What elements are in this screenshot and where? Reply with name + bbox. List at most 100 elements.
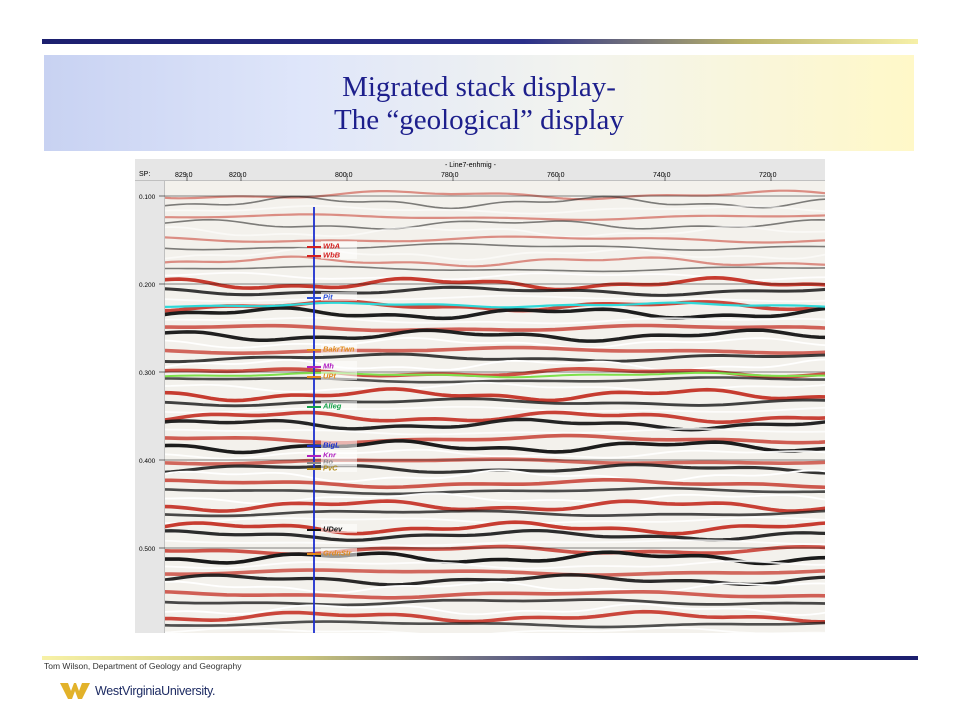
seismic-reflector <box>165 218 825 230</box>
sp-tick-label: 829.0 <box>175 172 193 179</box>
horizon-label: BigL <box>323 441 340 450</box>
seismic-reflector <box>165 376 825 384</box>
seismic-reflector <box>165 439 825 455</box>
seismic-reflector <box>165 520 825 536</box>
title-line-2: The “geological” display <box>334 104 624 136</box>
title-line-1: Migrated stack display- <box>342 71 616 103</box>
horizon-label: PvC <box>323 464 338 473</box>
seismic-reflector <box>165 285 825 297</box>
seismic-reflector <box>165 235 825 244</box>
seismic-reflector <box>165 560 825 570</box>
seismic-section: SP: - Line7-enhmig - 829.0 820.0 800.0 780.… <box>135 159 825 633</box>
seismic-reflector <box>165 580 825 594</box>
seismic-reflector <box>165 550 825 566</box>
seismic-reflector <box>165 225 825 239</box>
horizon-label: WbB <box>323 251 341 260</box>
seismic-reflector <box>165 573 825 587</box>
horizon-label: Pit <box>323 293 333 302</box>
horizon-label-bg <box>321 401 357 410</box>
horizon-label: GrdnStr <box>323 549 352 558</box>
seismic-reflector <box>165 213 825 221</box>
horizon-label: UDev <box>323 525 343 534</box>
title-band: Migrated stack display- The “geological”… <box>44 55 914 151</box>
seismic-reflector <box>165 247 825 261</box>
horizon-label: UPt <box>323 372 336 381</box>
seismic-reflector <box>165 568 825 577</box>
horizon-label-bg <box>321 440 357 449</box>
seismic-reflector <box>165 345 825 355</box>
seismic-reflector <box>165 189 825 201</box>
seismic-reflector <box>165 602 825 616</box>
seismic-reflector <box>165 306 825 321</box>
seismic-reflector <box>165 589 825 600</box>
seismic-reflector <box>165 265 825 273</box>
time-tick-label: 0.100 <box>139 194 156 201</box>
sp-tick-label: 760.0 <box>547 172 565 179</box>
seismic-reflector <box>165 316 825 325</box>
flying-wv-icon <box>60 683 90 699</box>
seismic-reflector <box>165 417 825 432</box>
horizon-label-bg <box>321 344 357 353</box>
seismic-reflector <box>165 433 825 445</box>
horizon-label-bg <box>321 524 357 533</box>
seismic-reflector <box>165 275 825 292</box>
time-axis <box>135 181 165 633</box>
wvu-wordmark: WestVirginiaUniversity. <box>95 684 216 698</box>
horizon-label-bg <box>321 450 357 459</box>
wvu-logo: WestVirginiaUniversity. <box>60 678 216 704</box>
horizon-label: WbA <box>323 242 340 251</box>
sp-tick-label: 720.0 <box>759 172 777 179</box>
horizon-label-bg <box>321 548 357 557</box>
pick-horizon-cyan <box>165 301 825 309</box>
seismic-reflector <box>165 620 825 629</box>
seismic-reflector <box>165 598 825 607</box>
horizon-label: Bo <box>323 458 333 467</box>
seismic-reflector <box>165 544 825 556</box>
sp-label: SP: <box>139 171 150 178</box>
seismic-reflector <box>165 323 825 333</box>
seismic-reflector <box>165 295 825 303</box>
seismic-reflector <box>165 539 825 547</box>
seismic-reflector <box>165 397 825 408</box>
time-tick-label: 0.200 <box>139 282 156 289</box>
sp-header <box>135 159 825 181</box>
seismic-reflector <box>165 626 825 633</box>
horizon-label: BakrTwn <box>323 345 355 354</box>
sp-tick-label: 780.0 <box>441 172 459 179</box>
seismic-reflector <box>165 255 825 268</box>
time-tick-label: 0.400 <box>139 458 156 465</box>
seismic-reflector <box>165 609 825 624</box>
seismic-reflector <box>165 336 825 350</box>
seismic-reflector <box>165 242 825 251</box>
seismic-reflector <box>165 486 825 496</box>
seismic-reflector <box>165 509 825 518</box>
sp-tick-label: 820.0 <box>229 172 247 179</box>
seismic-reflector <box>165 387 825 403</box>
horizon-label-bg <box>321 292 357 301</box>
pick-horizon-green <box>165 371 825 379</box>
sp-tick-label: 800.0 <box>335 172 353 179</box>
seismic-reflector <box>165 448 825 460</box>
seismic-reflector <box>165 457 825 466</box>
horizon-label-bg <box>321 457 357 466</box>
seismic-reflector <box>165 358 825 372</box>
seismic-svg: SP: - Line7-enhmig - 829.0 820.0 800.0 780.… <box>135 159 825 633</box>
horizon-label-bg <box>321 361 357 370</box>
top-rule <box>42 39 918 44</box>
time-tick-label: 0.500 <box>139 546 156 553</box>
seismic-reflector <box>165 328 825 343</box>
bottom-rule <box>42 656 918 660</box>
sp-tick-label: 740.0 <box>653 172 671 179</box>
horizon-label: Mh <box>323 362 334 371</box>
seismic-reflector <box>165 204 825 215</box>
seismic-reflector <box>165 195 825 210</box>
seismic-reflector <box>165 352 825 364</box>
credit-text: Tom Wilson, Department of Geology and Ge… <box>44 661 242 671</box>
seismic-reflector <box>165 406 825 414</box>
horizon-label-bg <box>321 463 357 472</box>
seismic-reflector <box>165 478 825 490</box>
line-name: - Line7-enhmig - <box>445 162 497 169</box>
slide-title: Migrated stack display- The “geological”… <box>44 71 914 137</box>
horizon-label-bg <box>321 250 357 259</box>
horizon-label: Knr <box>323 451 337 460</box>
